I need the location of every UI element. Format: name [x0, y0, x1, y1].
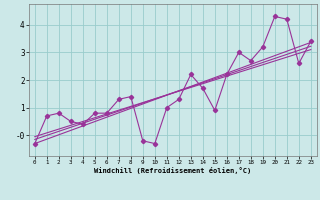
X-axis label: Windchill (Refroidissement éolien,°C): Windchill (Refroidissement éolien,°C) — [94, 167, 252, 174]
